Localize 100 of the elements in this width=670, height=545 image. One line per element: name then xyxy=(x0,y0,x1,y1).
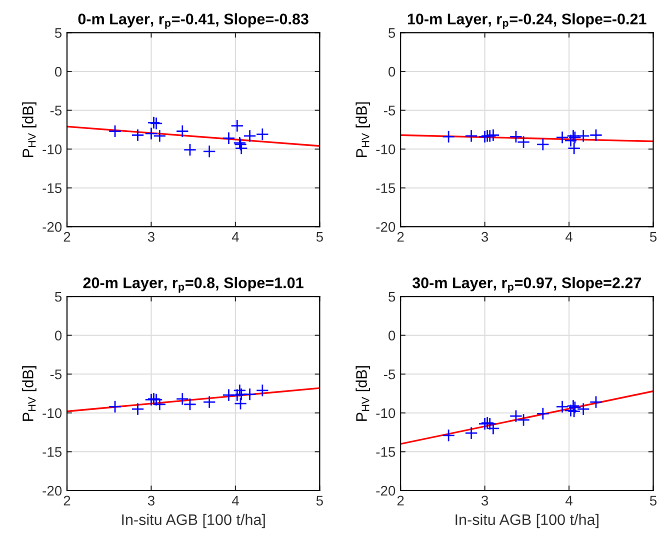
point xyxy=(243,129,256,142)
y-tick-label: 5 xyxy=(388,28,396,38)
point xyxy=(536,138,550,151)
point xyxy=(243,388,256,401)
point xyxy=(108,124,122,138)
chart-title: 0-m Layer, r$_{p}$=-0.41, Slope=-0.83 xyxy=(78,13,308,29)
x-tick-label: 3 xyxy=(148,232,154,242)
y-axis-title: P$_{HV}$ [dB] xyxy=(356,366,370,421)
x-axis-title: In-situ AGB [100 t/ha] xyxy=(122,514,265,528)
point xyxy=(442,428,456,442)
point xyxy=(536,407,550,420)
point xyxy=(589,396,602,409)
point xyxy=(144,127,158,140)
point xyxy=(202,144,216,158)
point xyxy=(517,413,530,426)
point xyxy=(234,397,248,410)
point xyxy=(568,404,581,418)
x-tick-label: 2 xyxy=(397,496,404,506)
point xyxy=(478,130,492,144)
point xyxy=(464,426,478,440)
point xyxy=(483,129,496,142)
chart-title: 20-m Layer, r$_{p}$=0.8, Slope=1.01 xyxy=(83,277,304,293)
point xyxy=(176,124,189,138)
y-tick-label: -20 xyxy=(376,486,396,496)
y-tick-label: -10 xyxy=(42,408,62,418)
x-tick-label: 4 xyxy=(565,232,572,242)
x-tick-label: 3 xyxy=(481,232,488,242)
point xyxy=(183,143,196,156)
point xyxy=(556,400,569,414)
chart-title: 10-m Layer, r$_{p}$=-0.24, Slope=-0.21 xyxy=(408,13,646,29)
point xyxy=(564,134,578,148)
y-tick-label: -15 xyxy=(42,447,62,457)
point xyxy=(442,130,456,144)
y-tick-label: -5 xyxy=(384,106,396,116)
x-axis-title: In-situ AGB [100 t/ha] xyxy=(456,514,598,528)
point xyxy=(202,396,216,409)
x-tick-label: 2 xyxy=(397,232,404,242)
y-tick-label: -20 xyxy=(42,222,62,232)
point xyxy=(230,388,244,402)
x-tick-label: 2 xyxy=(64,232,70,242)
point xyxy=(517,136,530,149)
x-tick-label: 2 xyxy=(64,496,70,506)
point xyxy=(147,392,160,406)
x-tick-label: 4 xyxy=(232,232,239,242)
y-tick-label: 0 xyxy=(54,66,62,77)
point xyxy=(153,398,166,411)
y-tick-label: 5 xyxy=(54,28,62,38)
y-tick-label: -5 xyxy=(50,370,62,380)
point xyxy=(568,142,581,155)
point xyxy=(486,128,500,142)
y-tick-label: -15 xyxy=(376,447,396,457)
point xyxy=(589,128,602,142)
x-tick-label: 4 xyxy=(232,496,239,506)
point xyxy=(222,132,236,145)
point xyxy=(147,116,160,130)
point xyxy=(131,128,144,142)
point xyxy=(256,384,269,397)
x-tick-label: 5 xyxy=(316,232,323,242)
x-tick-label: 3 xyxy=(481,496,488,506)
point xyxy=(176,392,189,406)
point xyxy=(153,129,166,142)
point xyxy=(131,402,144,416)
y-axis-title: P$_{HV}$ [dB] xyxy=(22,102,36,158)
y-axis-title: P$_{HV}$ [dB] xyxy=(22,366,36,421)
point xyxy=(480,416,494,430)
y-tick-label: 0 xyxy=(388,66,396,77)
y-tick-label: -15 xyxy=(376,183,396,194)
point xyxy=(230,119,244,132)
y-tick-label: -20 xyxy=(42,486,62,496)
chart-title: 30-m Layer, r$_{p}$=0.97, Slope=2.27 xyxy=(412,277,642,293)
y-tick-label: -10 xyxy=(376,144,396,154)
point xyxy=(234,142,248,155)
point xyxy=(509,410,522,423)
point xyxy=(464,129,478,142)
point xyxy=(150,116,163,130)
y-tick-label: -15 xyxy=(42,183,62,194)
y-tick-label: 5 xyxy=(388,292,396,302)
x-tick-label: 5 xyxy=(316,496,323,506)
point xyxy=(556,130,569,144)
point xyxy=(183,398,196,411)
point xyxy=(233,384,246,397)
y-tick-label: -5 xyxy=(384,370,396,380)
x-tick-label: 3 xyxy=(148,496,154,506)
y-tick-label: -10 xyxy=(376,408,396,418)
point xyxy=(486,422,500,435)
point xyxy=(564,404,578,418)
point xyxy=(576,129,590,142)
y-tick-label: 0 xyxy=(388,330,396,340)
y-tick-label: 5 xyxy=(54,292,62,302)
y-axis-title: P$_{HV}$ [dB] xyxy=(356,102,370,158)
y-tick-label: -20 xyxy=(376,222,396,232)
point xyxy=(256,128,269,141)
x-tick-label: 5 xyxy=(650,232,657,242)
point xyxy=(509,130,522,144)
x-tick-label: 4 xyxy=(565,496,572,506)
point xyxy=(576,402,590,416)
y-tick-label: 0 xyxy=(54,330,62,340)
point xyxy=(108,400,122,414)
x-tick-label: 5 xyxy=(650,496,657,506)
y-tick-label: -10 xyxy=(42,144,62,154)
